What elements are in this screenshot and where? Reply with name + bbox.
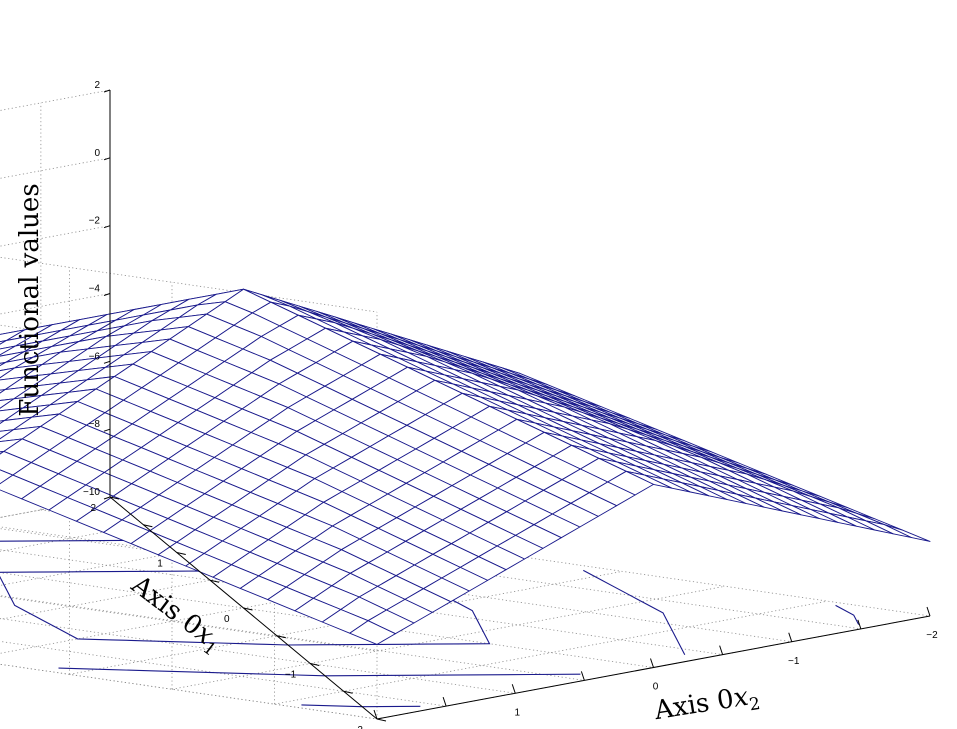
x2-tick	[373, 709, 378, 720]
x1-tick-label: 0	[224, 614, 230, 625]
grid-line	[0, 89, 378, 313]
axes	[103, 89, 931, 722]
x2-axis-label-var: x	[731, 682, 751, 714]
contour-line	[583, 569, 686, 655]
x1-tick-label: 2	[90, 503, 96, 514]
z-tick	[103, 496, 111, 500]
x2-tick	[788, 632, 793, 642]
grid-line	[0, 526, 316, 586]
x1-tick-label: 1	[157, 559, 163, 570]
x1-tick	[343, 690, 353, 694]
x1-tick	[376, 718, 387, 722]
x2-tick-label: −2	[926, 630, 938, 641]
x2-axis-label: Axis 0x2	[651, 680, 761, 729]
grid-line	[274, 600, 828, 705]
x2-tick-label: 1	[514, 707, 520, 718]
contour-line	[0, 570, 491, 646]
contour-line	[58, 667, 581, 677]
z-tick-label: −6	[89, 351, 101, 362]
surface-cell	[349, 620, 396, 645]
z-tick-label: −2	[89, 216, 101, 227]
x2-tick	[580, 671, 585, 681]
x2-axis-label-sub: 2	[748, 694, 762, 715]
x1-tick-label: −1	[285, 670, 297, 681]
x2-tick	[926, 606, 931, 617]
x1-axis-label-text: Axis 0	[125, 569, 208, 642]
svg-text:Axis 0x1: Axis 0x1	[122, 569, 227, 660]
z-tick	[103, 225, 111, 229]
x2-tick	[511, 684, 516, 694]
x2-tick	[442, 696, 447, 707]
x1-axis-label: Axis 0x1	[122, 569, 227, 660]
z-tick-label: −8	[89, 419, 101, 430]
x1-tick	[310, 663, 320, 666]
z-tick	[103, 157, 111, 161]
z-axis-label: Functional values	[15, 183, 45, 416]
surface-mesh	[0, 288, 931, 645]
grid-line	[0, 595, 585, 681]
z-tick-label: −10	[83, 487, 100, 498]
x2-tick-label: 0	[653, 682, 659, 693]
x2-tick	[719, 645, 724, 655]
z-tick-label: −4	[89, 284, 101, 295]
z-tick	[103, 293, 111, 296]
svg-text:Axis 0x2: Axis 0x2	[651, 680, 761, 729]
z-tick	[103, 360, 111, 364]
x2-tick	[650, 658, 654, 668]
tick-labels: 2 0 −2 −4 −6 −8 −10 2 1 0 −1 −2 2 1 0 −1 −2	[83, 80, 938, 729]
grid-line	[171, 585, 726, 690]
x2-tick	[857, 619, 862, 630]
x1-tick	[176, 552, 186, 555]
z-tick	[103, 89, 111, 93]
x1-tick-label: −2	[352, 725, 364, 729]
x1-tick	[143, 524, 153, 528]
x1-tick	[210, 579, 220, 583]
z-tick	[103, 428, 111, 432]
x1-tick	[276, 635, 286, 639]
x1-tick	[109, 496, 120, 500]
x2-tick-label: −1	[788, 656, 800, 667]
z-tick-label: 0	[94, 148, 100, 159]
x2-axis-label-text: Axis 0	[651, 684, 736, 726]
x1-tick	[243, 607, 253, 611]
contour-line	[835, 604, 860, 625]
z-tick-label: 2	[94, 80, 100, 91]
grid-line	[0, 640, 447, 707]
grid-line	[0, 541, 418, 620]
